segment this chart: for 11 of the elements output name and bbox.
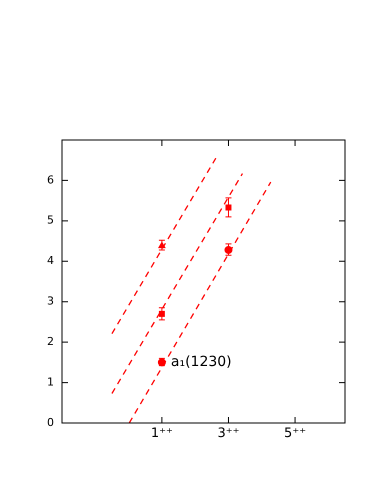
annotation: a₁(1230) [170,354,232,370]
y-tick-label: 6 [47,173,54,186]
y-tick-label: 1 [47,375,54,388]
y-tick-label: 3 [47,294,54,308]
y-tick-label: 2 [47,335,54,348]
y-tick-label: 5 [47,214,54,227]
x-tick-label: 5⁺⁺ [284,426,306,441]
x-tick-label: 1⁺⁺ [150,426,173,441]
y-tick-label: 4 [47,254,54,268]
y-tick-label: 0 [47,416,54,429]
x-tick-label: 3⁺⁺ [217,426,240,441]
